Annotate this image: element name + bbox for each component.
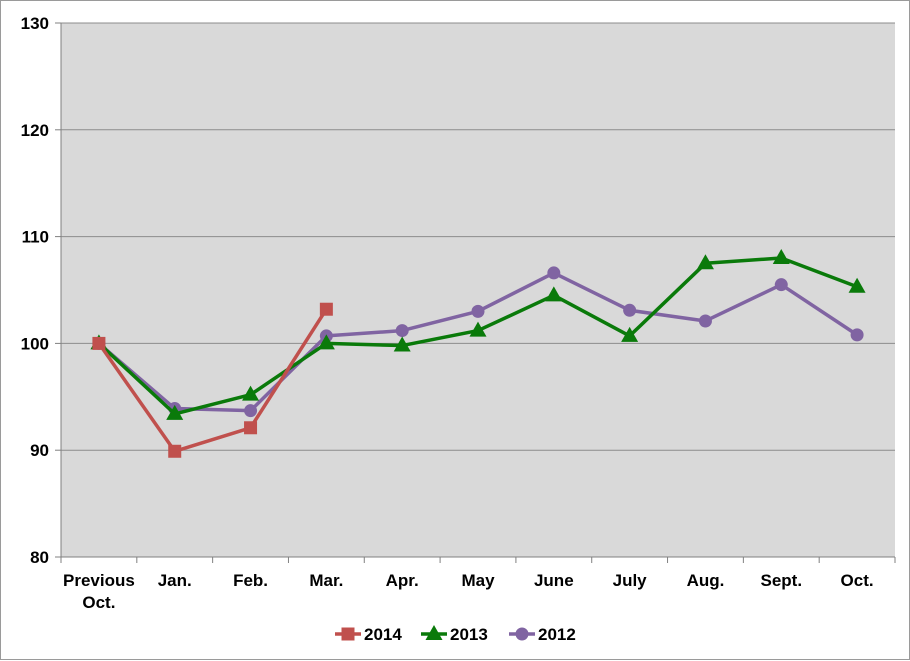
data-point-2014: [92, 336, 106, 350]
data-point-2013: [545, 286, 563, 302]
series-line-2014: [97, 308, 328, 454]
x-tick-label: Aug.: [687, 571, 725, 590]
legend-label: 2014: [364, 625, 402, 644]
data-point-2013: [772, 248, 790, 264]
data-point-2013: [469, 321, 487, 337]
legend-label: 2012: [538, 625, 576, 644]
data-point-2013: [621, 326, 639, 342]
data-point-2014: [168, 444, 182, 458]
legend-marker: [425, 625, 443, 640]
legend-marker: [341, 627, 355, 641]
data-point-2012: [698, 314, 712, 328]
data-point-2014: [244, 421, 258, 435]
series-2013: [90, 248, 866, 420]
x-tick-label: Feb.: [233, 571, 268, 590]
data-point-2012: [395, 324, 409, 338]
data-point-2012: [623, 303, 637, 317]
y-tick-label: 110: [22, 228, 49, 247]
series-lines: [90, 248, 866, 458]
data-point-2013: [166, 404, 184, 420]
data-point-2012: [774, 278, 788, 292]
axes: 80 90 100 110 120 130 Previous Oct. Jan. Feb. Mar.…: [21, 14, 896, 612]
x-tick-label: Previous Oct.: [63, 571, 135, 612]
legend-item-2013: 2013: [421, 625, 488, 644]
legend: 2014 2013 2012: [335, 625, 576, 644]
legend-item-2014: 2014: [335, 625, 402, 644]
y-tick-label: 130: [21, 14, 49, 33]
legend-label: 2013: [450, 625, 488, 644]
plot-area: [61, 23, 895, 557]
x-tick-label: Apr.: [386, 571, 419, 590]
data-point-2013: [393, 336, 411, 352]
data-point-2012: [850, 328, 864, 342]
data-point-2014: [319, 302, 333, 316]
x-tick-label: Jan.: [158, 571, 192, 590]
data-point-2012: [547, 266, 561, 280]
y-tick-label: 80: [30, 548, 49, 567]
x-tick-label: June: [534, 571, 574, 590]
data-point-2012: [471, 304, 485, 318]
x-tick-label: Mar.: [309, 571, 343, 590]
gridlines: [61, 22, 895, 451]
data-point-2013: [317, 334, 335, 350]
y-tick-label: 120: [21, 121, 49, 140]
x-tick-label: Sept.: [760, 571, 802, 590]
legend-marker: [515, 627, 529, 641]
x-tick-label: Oct.: [841, 571, 874, 590]
legend-item-2012: 2012: [509, 625, 576, 644]
data-point-2013: [848, 277, 866, 293]
data-point-2012: [244, 404, 258, 418]
y-tick-label: 90: [30, 441, 49, 460]
x-tick-label: July: [613, 571, 648, 590]
data-point-2013: [696, 254, 714, 270]
data-point-2013: [242, 385, 260, 401]
y-tick-label: 100: [21, 334, 49, 353]
x-tick-label: May: [461, 571, 495, 590]
series-2014: [92, 302, 333, 458]
